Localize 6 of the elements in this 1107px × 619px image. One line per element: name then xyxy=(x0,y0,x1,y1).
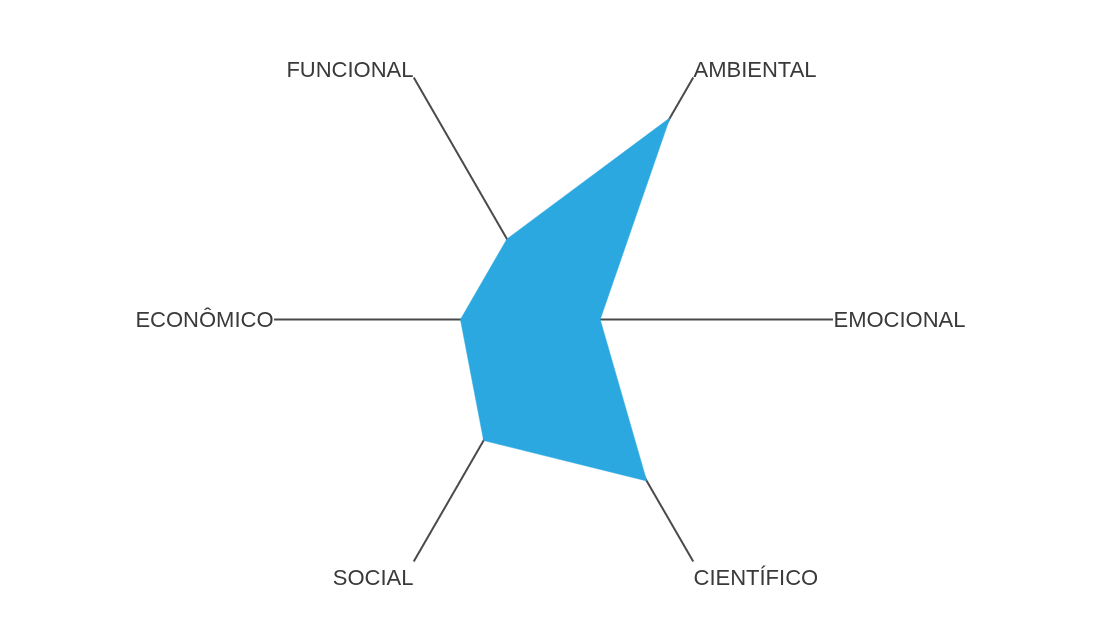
spoke-label: AMBIENTAL xyxy=(693,57,817,83)
spoke-label: EMOCIONAL xyxy=(833,307,966,333)
spoke-label: SOCIAL xyxy=(332,564,414,590)
spoke-label: FUNCIONAL xyxy=(286,57,414,83)
spoke-label: CIENTÍFICO xyxy=(693,564,819,590)
spoke-label: ECONÔMICO xyxy=(135,307,274,333)
